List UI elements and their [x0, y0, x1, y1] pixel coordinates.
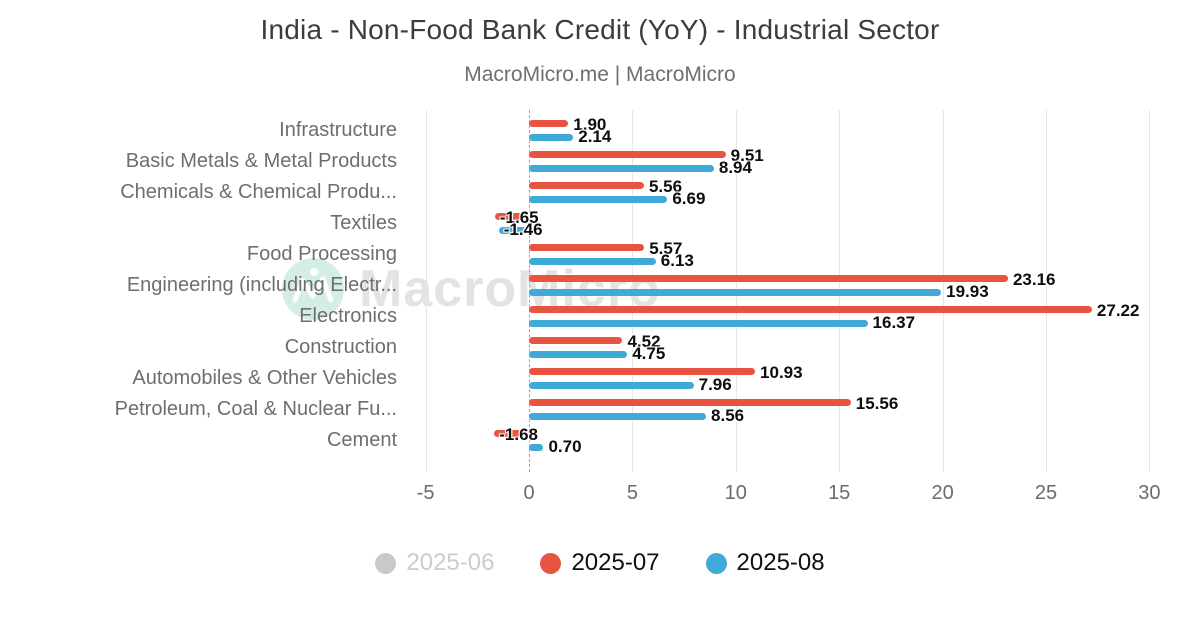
value-label-2025-08-petroleum-coal-nuclear-fu: 8.56	[711, 406, 745, 425]
value-label-2025-07-textiles: -1.65	[499, 208, 539, 227]
legend-label-2025-07: 2025-07	[571, 549, 660, 576]
gridline-25	[1046, 110, 1047, 472]
chart-title: India - Non-Food Bank Credit (YoY) - Ind…	[260, 14, 940, 45]
x-tick-label-25: 25	[1034, 482, 1058, 504]
bar-2025-07-automobiles-other-vehicles[interactable]	[529, 368, 756, 375]
bar-2025-07-infrastructure[interactable]	[529, 120, 569, 127]
bar-2025-08-construction[interactable]	[529, 351, 628, 358]
bar-2025-07-basic-metals-metal-products[interactable]	[529, 151, 726, 158]
bar-2025-07-electronics[interactable]	[529, 306, 1092, 313]
value-label-2025-08-automobiles-other-vehicles: 7.96	[698, 375, 732, 394]
legend-item-2025-07[interactable]: 2025-07	[540, 549, 660, 577]
value-label-2025-08-basic-metals-metal-products: 8.94	[718, 158, 752, 177]
legend-item-2025-08[interactable]: 2025-08	[705, 549, 825, 577]
macromicro-logo-icon	[282, 258, 344, 320]
bar-2025-07-construction[interactable]	[529, 337, 623, 344]
bar-2025-07-textiles[interactable]	[494, 213, 529, 220]
value-label-2025-07-food-processing: 5.57	[649, 239, 683, 258]
value-label-2025-07-basic-metals-metal-products: 9.51	[730, 146, 764, 165]
bar-2025-08-engineering-including-electr[interactable]	[529, 289, 942, 296]
bar-2025-08-chemicals-chemical-produ[interactable]	[529, 196, 668, 203]
category-label-food-processing: Food Processing	[246, 243, 397, 265]
value-label-2025-07-petroleum-coal-nuclear-fu: 15.56	[855, 394, 899, 413]
value-label-2025-08-electronics: 16.37	[872, 313, 916, 332]
x-tick-label-20: 20	[931, 482, 954, 504]
category-label-basic-metals-metal-products: Basic Metals & Metal Products	[125, 150, 397, 172]
value-label-2025-07-cement: -1.68	[499, 425, 538, 444]
legend-item-2025-06[interactable]: 2025-06	[375, 549, 494, 577]
category-label-chemicals-chemical-produ: Chemicals & Chemical Produ...	[120, 181, 397, 203]
value-label-2025-08-infrastructure: 2.14	[578, 127, 612, 146]
bar-2025-08-electronics[interactable]	[529, 320, 868, 327]
x-tick-label-30: 30	[1138, 482, 1161, 504]
bar-2025-07-food-processing[interactable]	[529, 244, 645, 251]
bar-2025-07-petroleum-coal-nuclear-fu[interactable]	[529, 399, 851, 406]
x-tick-label-10: 10	[724, 482, 747, 504]
category-label-automobiles-other-vehicles: Automobiles & Other Vehicles	[132, 367, 397, 389]
bar-2025-08-food-processing[interactable]	[529, 258, 656, 265]
category-label-textiles: Textiles	[330, 212, 397, 234]
value-label-2025-07-infrastructure: 1.90	[573, 115, 607, 134]
bar-2025-08-cement[interactable]	[529, 444, 544, 451]
x-tick-label-5: 5	[626, 482, 638, 504]
category-label-petroleum-coal-nuclear-fu: Petroleum, Coal & Nuclear Fu...	[114, 398, 397, 420]
bar-2025-08-basic-metals-metal-products[interactable]	[529, 165, 714, 172]
value-label-2025-08-construction: 4.75	[632, 344, 666, 363]
value-label-2025-08-cement: 0.70	[548, 437, 582, 456]
legend: 2025-06 2025-07 2025-08	[0, 549, 1200, 577]
value-label-2025-07-construction: 4.52	[627, 332, 661, 351]
value-label-2025-08-chemicals-chemical-produ: 6.69	[672, 189, 706, 208]
category-label-engineering-including-electr: Engineering (including Electr...	[126, 274, 397, 296]
category-label-construction: Construction	[284, 336, 397, 358]
gridline-30	[1149, 110, 1151, 472]
value-label-2025-08-food-processing: 6.13	[660, 251, 694, 270]
gridline-20	[942, 110, 944, 472]
chart-subtitle: MacroMicro.me | MacroMicro	[464, 63, 736, 86]
legend-label-2025-08: 2025-08	[736, 549, 825, 576]
x-tick-label--5: -5	[416, 482, 435, 504]
bar-2025-07-cement[interactable]	[494, 430, 529, 437]
bar-2025-07-engineering-including-electr[interactable]	[529, 275, 1008, 282]
value-label-2025-08-engineering-including-electr: 19.93	[946, 282, 989, 301]
bar-2025-08-textiles[interactable]	[498, 227, 529, 234]
value-label-2025-07-automobiles-other-vehicles: 10.93	[760, 363, 803, 382]
category-label-cement: Cement	[326, 429, 397, 451]
bar-2025-07-chemicals-chemical-produ[interactable]	[529, 182, 644, 189]
bar-2025-08-infrastructure[interactable]	[529, 134, 574, 141]
gridline--5	[425, 110, 427, 472]
legend-marker-2025-07	[540, 552, 562, 574]
legend-marker-2025-06	[375, 552, 397, 574]
x-tick-label-0: 0	[523, 482, 535, 504]
category-label-electronics: Electronics	[299, 305, 397, 327]
bar-2025-08-automobiles-other-vehicles[interactable]	[529, 382, 694, 389]
bar-2025-08-petroleum-coal-nuclear-fu[interactable]	[529, 413, 707, 420]
legend-label-2025-06: 2025-06	[406, 549, 495, 576]
value-label-2025-07-engineering-including-electr: 23.16	[1012, 270, 1056, 289]
value-label-2025-08-textiles: -1.46	[503, 220, 543, 239]
legend-marker-2025-08	[705, 552, 727, 574]
value-label-2025-07-electronics: 27.22	[1096, 301, 1140, 320]
x-tick-label-15: 15	[828, 482, 851, 504]
value-label-2025-07-chemicals-chemical-produ: 5.56	[648, 177, 683, 196]
category-label-infrastructure: Infrastructure	[279, 119, 397, 141]
